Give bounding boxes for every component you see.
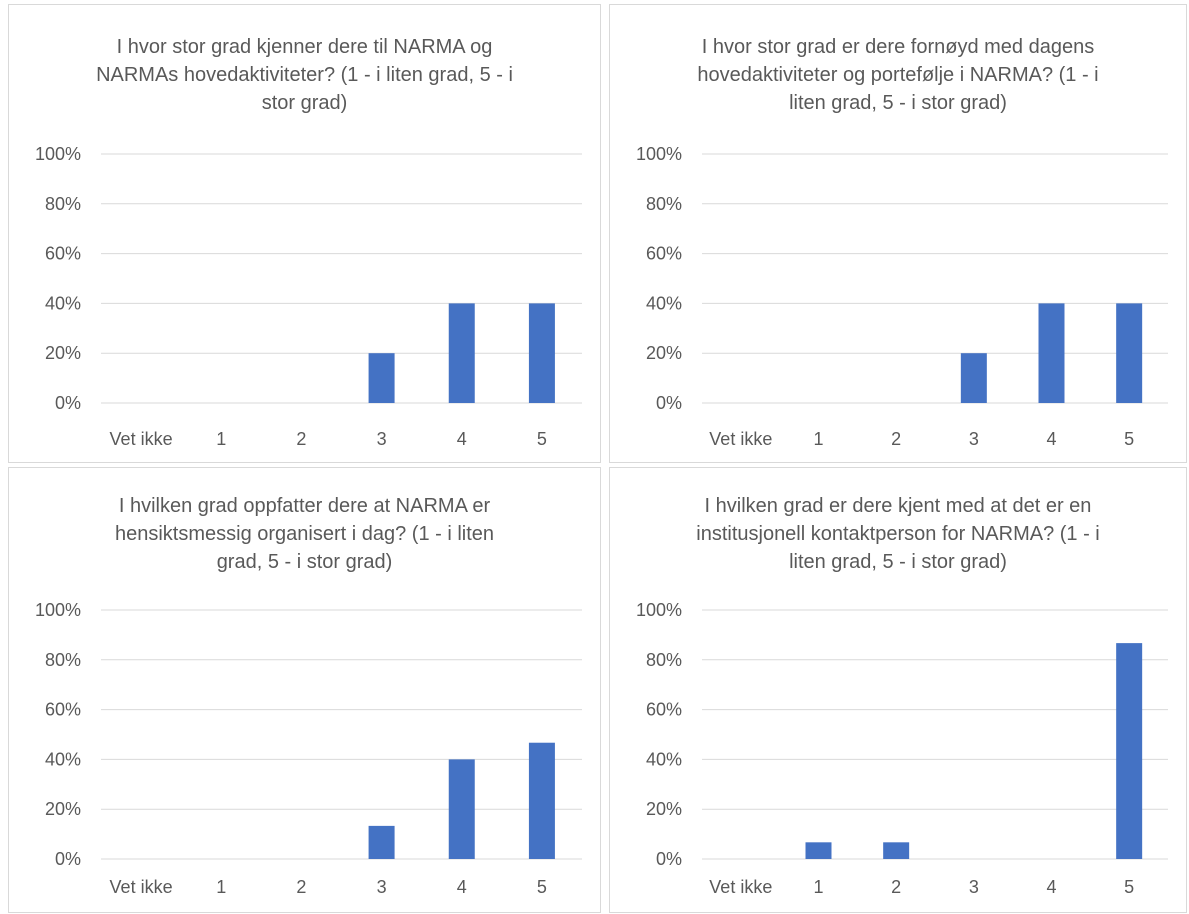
y-tick-label: 0% (656, 849, 682, 869)
x-tick-label: 2 (891, 877, 901, 897)
y-tick-label: 80% (646, 194, 682, 214)
y-tick-label: 20% (45, 799, 81, 819)
chart-title-line: I hvilken grad oppfatter dere at NARMA e… (118, 495, 491, 517)
bar (368, 353, 395, 403)
chart-panel-3: I hvilken grad oppfatter dere at NARMA e… (8, 467, 601, 913)
chart-title-line: institusjonell kontaktperson for NARMA? … (696, 523, 1100, 545)
x-tick-label: 1 (216, 429, 226, 449)
y-tick-label: 0% (55, 393, 81, 413)
chart-title-line: NARMAs hovedaktiviteter? (1 - i liten gr… (96, 64, 513, 86)
y-tick-label: 40% (45, 293, 81, 313)
x-tick-label: 3 (377, 877, 387, 897)
bar (805, 842, 832, 859)
y-tick-label: 20% (646, 799, 682, 819)
chart-title: I hvilken grad oppfatter dere at NARMA e… (9, 492, 600, 576)
y-tick-label: 100% (35, 144, 81, 164)
chart-title: I hvor stor grad kjenner dere til NARMA … (9, 33, 600, 117)
chart-title-line: I hvor stor grad kjenner dere til NARMA … (116, 36, 493, 58)
x-tick-label: 4 (457, 877, 467, 897)
x-tick-label: 5 (1124, 429, 1134, 449)
x-tick-label: 2 (296, 877, 306, 897)
x-tick-label: 2 (296, 429, 306, 449)
chart-panel-1: I hvor stor grad kjenner dere til NARMA … (8, 4, 601, 463)
x-tick-label: 3 (969, 877, 979, 897)
x-tick-label: Vet ikke (110, 429, 173, 449)
chart-title-line: liten grad, 5 - i stor grad) (789, 92, 1007, 114)
x-tick-label: 5 (1124, 877, 1134, 897)
chart-title-line: grad, 5 - i stor grad) (216, 551, 393, 573)
x-tick-label: 4 (1046, 877, 1056, 897)
bar (368, 825, 395, 859)
chart-panel-2: I hvor stor grad er dere fornøyd med dag… (609, 4, 1187, 463)
y-tick-label: 100% (35, 600, 81, 620)
chart-title-line: hensiktsmessig organisert i dag? (1 - i … (114, 523, 495, 545)
y-tick-label: 100% (636, 600, 682, 620)
y-tick-label: 80% (646, 650, 682, 670)
y-tick-label: 60% (646, 244, 682, 264)
y-tick-label: 40% (646, 293, 682, 313)
x-tick-label: 4 (1046, 429, 1056, 449)
x-tick-label: Vet ikke (110, 877, 173, 897)
y-tick-label: 100% (636, 144, 682, 164)
x-tick-label: 3 (969, 429, 979, 449)
x-tick-label: 4 (457, 429, 467, 449)
chart-title-line: stor grad) (261, 92, 348, 114)
y-tick-label: 0% (55, 849, 81, 869)
x-tick-label: Vet ikke (709, 429, 772, 449)
bar (1116, 303, 1143, 403)
chart-title-line: liten grad, 5 - i stor grad) (789, 551, 1007, 573)
y-tick-label: 0% (656, 393, 682, 413)
bar (528, 742, 555, 859)
bar-chart-plot: 0% 20% 40% 60% 80% 100% Vet ikke 1 2 3 4 5 (35, 144, 582, 449)
bar (960, 353, 987, 403)
y-tick-label: 60% (646, 700, 682, 720)
y-tick-label: 40% (45, 749, 81, 769)
bar (883, 842, 910, 859)
x-tick-label: 1 (216, 877, 226, 897)
chart-title: I hvilken grad er dere kjent med at det … (610, 492, 1186, 576)
bar (448, 759, 475, 859)
bar-chart-plot: 0% 20% 40% 60% 80% 100% Vet ikke 1 2 3 4 5 (636, 144, 1168, 449)
chart-title-line: I hvor stor grad er dere fornøyd med dag… (701, 36, 1095, 58)
x-tick-label: 3 (377, 429, 387, 449)
x-tick-label: 1 (813, 429, 823, 449)
y-tick-label: 40% (646, 749, 682, 769)
bar (448, 303, 475, 403)
chart-title: I hvor stor grad er dere fornøyd med dag… (610, 33, 1186, 117)
bar (1116, 643, 1143, 859)
chart-panel-4: I hvilken grad er dere kjent med at det … (609, 467, 1187, 913)
y-tick-label: 80% (45, 650, 81, 670)
x-tick-label: 2 (891, 429, 901, 449)
x-tick-label: 1 (813, 877, 823, 897)
bar-chart-plot: 0% 20% 40% 60% 80% 100% Vet ikke 1 2 3 4 5 (35, 600, 582, 897)
y-tick-label: 60% (45, 244, 81, 264)
x-tick-label: 5 (537, 429, 547, 449)
y-tick-label: 20% (646, 343, 682, 363)
y-tick-label: 20% (45, 343, 81, 363)
x-tick-label: 5 (537, 877, 547, 897)
bar (1038, 303, 1065, 403)
bar-chart-plot: 0% 20% 40% 60% 80% 100% Vet ikke 1 2 3 4 5 (636, 600, 1168, 897)
x-tick-label: Vet ikke (709, 877, 772, 897)
chart-title-line: I hvilken grad er dere kjent med at det … (704, 495, 1092, 517)
y-tick-label: 60% (45, 700, 81, 720)
chart-title-line: hovedaktiviteter og portefølje i NARMA? … (697, 64, 1099, 86)
y-tick-label: 80% (45, 194, 81, 214)
bar (528, 303, 555, 403)
